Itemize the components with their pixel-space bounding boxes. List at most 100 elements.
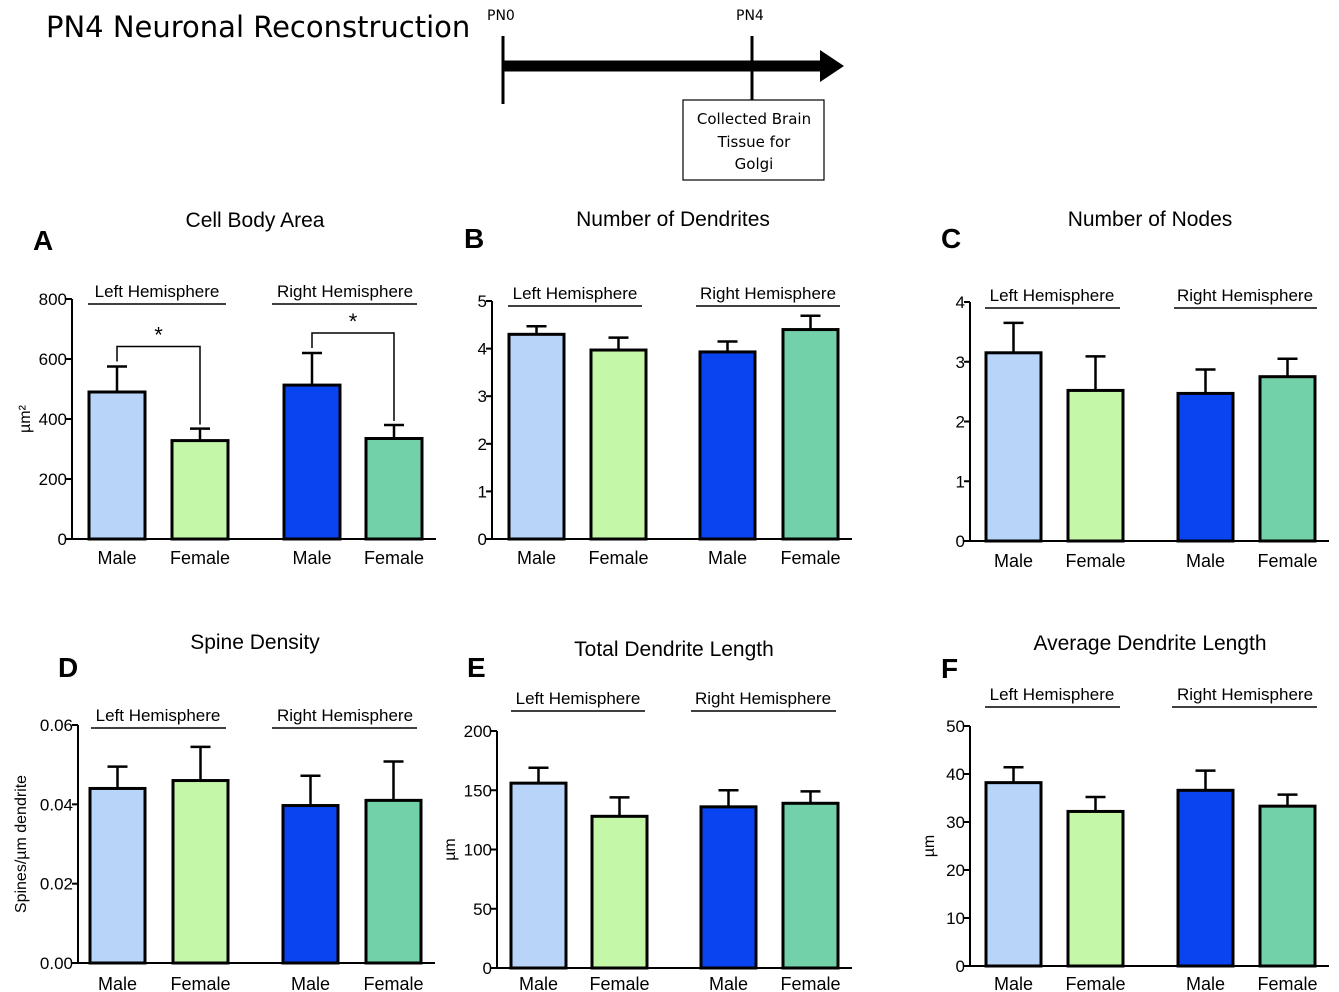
panel-c-category-label: Female bbox=[1257, 551, 1317, 571]
panel-a-bar-female-left bbox=[170, 439, 230, 541]
panel-a-category-label: Male bbox=[292, 548, 331, 568]
panel-b-bar-male-left bbox=[507, 332, 566, 541]
panel-f-category-label: Male bbox=[994, 974, 1033, 992]
panel-c-y-tick-label: 1 bbox=[956, 472, 965, 491]
timeline-start-label: PN0 bbox=[487, 8, 515, 24]
collection-box bbox=[682, 99, 825, 181]
panel-a-y-tick-label: 400 bbox=[39, 410, 67, 429]
panel-d-bar-male-left bbox=[88, 786, 147, 965]
panel-c-y-tick-label: 2 bbox=[956, 413, 965, 432]
panel-d-y-tick-label: 0.04 bbox=[40, 795, 73, 814]
panel-e-letter: E bbox=[467, 652, 486, 683]
timeline-arrow-head bbox=[820, 50, 844, 82]
panel-d-bar-female-right bbox=[364, 798, 423, 965]
panel-f-y-axis-label: µm bbox=[921, 835, 938, 858]
panel-a-significance-marker: * bbox=[349, 309, 358, 334]
panel-b-category-label: Female bbox=[780, 548, 840, 568]
panel-c-title: Number of Nodes bbox=[1068, 208, 1233, 231]
panel-f-bar-female-right bbox=[1258, 804, 1317, 968]
panel-c-bar-female-left bbox=[1066, 388, 1125, 543]
panel-d-category-label: Female bbox=[363, 974, 423, 992]
panel-b-y-tick-label: 2 bbox=[478, 435, 487, 454]
panel-d-y-tick-label: 0.00 bbox=[40, 954, 73, 973]
panel-d-bar-female-left bbox=[171, 779, 230, 965]
panel-e-y-tick-label: 150 bbox=[464, 781, 492, 800]
panel-f-group-label: Right Hemisphere bbox=[1177, 685, 1313, 704]
panel-b-letter: B bbox=[464, 223, 484, 254]
panel-e-bar-male-left bbox=[509, 781, 568, 970]
panel-d-group-label: Right Hemisphere bbox=[277, 706, 413, 725]
panel-c-group-label: Left Hemisphere bbox=[990, 286, 1115, 305]
panel-d-y-tick-label: 0.02 bbox=[40, 875, 73, 894]
panel-d-y-axis-label: Spines/µm dendrite bbox=[13, 775, 30, 913]
panel-f-y-tick-label: 10 bbox=[946, 909, 965, 928]
panel-e-group-label: Right Hemisphere bbox=[695, 689, 831, 708]
panel-b-bar-female-right bbox=[781, 328, 840, 541]
panel-f-bar-male-left bbox=[984, 781, 1043, 968]
panel-a-significance-marker: * bbox=[154, 323, 163, 348]
panel-d-letter: D bbox=[58, 652, 78, 683]
panel-c-bar-female-right bbox=[1258, 375, 1317, 543]
panel-b-y-tick-label: 4 bbox=[478, 340, 487, 359]
panel-e-y-axis-label: µm bbox=[442, 838, 459, 861]
panel-a-bar-male-left bbox=[87, 390, 147, 541]
panel-f-y-tick-label: 20 bbox=[946, 861, 965, 880]
panel-b-y-tick-label: 0 bbox=[478, 530, 487, 549]
panel-a-bar-male-right bbox=[282, 383, 342, 541]
panel-a-category-label: Female bbox=[170, 548, 230, 568]
panel-a-letter: A bbox=[33, 225, 53, 256]
panel-f-y-tick-label: 0 bbox=[956, 957, 965, 976]
panel-a-group-label: Right Hemisphere bbox=[277, 282, 413, 301]
panel-b-group-label: Left Hemisphere bbox=[513, 284, 638, 303]
panel-f-category-label: Female bbox=[1065, 974, 1125, 992]
panel-c-category-label: Male bbox=[1186, 551, 1225, 571]
panel-a-category-label: Male bbox=[97, 548, 136, 568]
panel-f-group-label: Left Hemisphere bbox=[990, 685, 1115, 704]
panel-a-y-tick-label: 800 bbox=[39, 290, 67, 309]
collection-box-line-3: Golgi bbox=[735, 155, 774, 173]
panel-e-title: Total Dendrite Length bbox=[574, 638, 774, 661]
panel-c-bar-male-right bbox=[1176, 391, 1235, 543]
panel-a-category-label: Female bbox=[364, 548, 424, 568]
panel-f-category-label: Female bbox=[1257, 974, 1317, 992]
collection-box-line-2: Tissue for bbox=[717, 133, 791, 151]
panel-c-group-label: Right Hemisphere bbox=[1177, 286, 1313, 305]
panel-f-y-tick-label: 40 bbox=[946, 765, 965, 784]
panel-f-letter: F bbox=[941, 653, 958, 684]
panel-b-category-label: Male bbox=[708, 548, 747, 568]
panel-b-y-tick-label: 5 bbox=[478, 292, 487, 311]
panel-b-group-label: Right Hemisphere bbox=[700, 284, 836, 303]
panel-e-bar-male-right bbox=[699, 805, 758, 970]
panel-e-bar-female-left bbox=[590, 814, 649, 970]
timeline-end-label: PN4 bbox=[736, 8, 764, 24]
panel-a-y-tick-label: 0 bbox=[58, 530, 67, 549]
panel-c-y-tick-label: 0 bbox=[956, 532, 965, 551]
panel-e-category-label: Female bbox=[589, 974, 649, 992]
panel-a-y-tick-label: 200 bbox=[39, 470, 67, 489]
panel-d-category-label: Male bbox=[98, 974, 137, 992]
panel-f-category-label: Male bbox=[1186, 974, 1225, 992]
panel-c-bar-male-left bbox=[984, 351, 1043, 543]
timeline-diagram: PN0 PN4 Collected Brain Tissue for Golgi bbox=[487, 8, 844, 181]
panel-f-y-tick-label: 30 bbox=[946, 813, 965, 832]
panel-f-y-tick-label: 50 bbox=[946, 717, 965, 736]
panel-b-y-tick-label: 3 bbox=[478, 387, 487, 406]
panel-b-category-label: Female bbox=[588, 548, 648, 568]
panel-e-y-tick-label: 200 bbox=[464, 722, 492, 741]
panel-e-group-label: Left Hemisphere bbox=[516, 689, 641, 708]
panel-c-category-label: Male bbox=[994, 551, 1033, 571]
panel-c-category-label: Female bbox=[1065, 551, 1125, 571]
panel-e-y-tick-label: 100 bbox=[464, 841, 492, 860]
panel-e-y-tick-label: 0 bbox=[483, 959, 492, 978]
panel-b-bar-female-left bbox=[589, 348, 648, 541]
panel-e-bar-female-right bbox=[781, 801, 840, 970]
panel-d-bar-male-right bbox=[281, 804, 340, 965]
panel-d-title: Spine Density bbox=[190, 631, 320, 654]
panel-b-y-tick-label: 1 bbox=[478, 482, 487, 501]
page-title: PN4 Neuronal Reconstruction bbox=[46, 10, 471, 44]
panel-f-bar-female-left bbox=[1066, 809, 1125, 968]
panel-a-bar-female-right bbox=[364, 437, 424, 541]
panel-a-title: Cell Body Area bbox=[186, 209, 325, 232]
panel-e-category-label: Male bbox=[519, 974, 558, 992]
